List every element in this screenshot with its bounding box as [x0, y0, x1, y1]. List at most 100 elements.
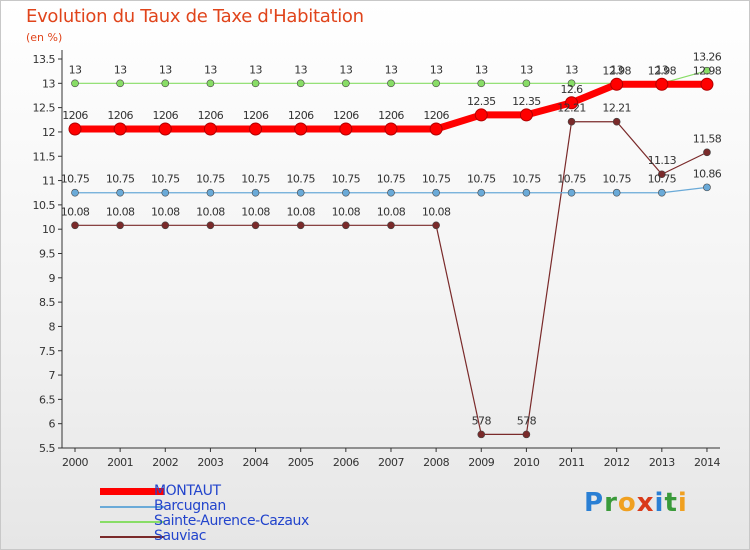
data-label-sauviac: 10.08: [106, 205, 135, 218]
data-point-sauviac: [477, 430, 486, 439]
data-label-montaut: 12.35: [512, 95, 541, 108]
data-point-sainte-aurence-cazaux: [251, 79, 260, 88]
y-tick-label: 7.5: [39, 345, 55, 358]
data-point-sainte-aurence-cazaux: [522, 79, 531, 88]
data-point-montaut: [203, 122, 217, 136]
x-tick-label: 2014: [694, 456, 720, 469]
data-label-sauviac: 11.13: [648, 154, 677, 167]
data-label-sainte-aurence-cazaux: 13: [114, 63, 127, 76]
legend-swatch-sauviac: [100, 536, 164, 538]
data-label-barcugnan: 10.75: [151, 173, 180, 186]
data-label-barcugnan: 10.75: [602, 173, 631, 186]
data-point-sauviac: [703, 148, 711, 157]
data-label-montaut: 1206: [423, 109, 449, 122]
data-point-sauviac: [342, 221, 350, 230]
data-point-montaut: [519, 108, 533, 122]
data-point-sainte-aurence-cazaux: [116, 79, 124, 88]
data-label-sainte-aurence-cazaux: 13: [385, 63, 398, 76]
data-label-montaut: 1206: [243, 109, 269, 122]
data-label-montaut: 1206: [198, 109, 224, 122]
data-point-montaut: [429, 122, 443, 136]
data-label-barcugnan: 10.75: [557, 173, 586, 186]
x-tick-label: 2011: [559, 456, 585, 469]
y-tick-label: 12.5: [33, 102, 56, 115]
y-tick-label: 10: [42, 223, 55, 236]
x-tick-label: 2002: [152, 456, 178, 469]
x-tick-label: 2006: [333, 456, 359, 469]
data-label-barcugnan: 10.75: [377, 173, 406, 186]
x-tick-label: 2001: [107, 456, 133, 469]
data-point-barcugnan: [251, 188, 260, 197]
data-point-sainte-aurence-cazaux: [71, 79, 79, 88]
data-point-montaut: [294, 122, 308, 136]
legend-swatch-montaut: [100, 488, 164, 495]
data-label-sainte-aurence-cazaux: 13: [69, 63, 82, 76]
y-tick-label: 9.5: [39, 248, 55, 261]
data-point-sauviac: [522, 430, 531, 439]
x-tick-label: 2012: [604, 456, 630, 469]
data-point-sainte-aurence-cazaux: [342, 79, 350, 88]
data-label-sauviac: 10.08: [377, 205, 406, 218]
data-label-barcugnan: 10.75: [106, 173, 135, 186]
data-label-montaut: 1206: [378, 109, 404, 122]
data-point-sainte-aurence-cazaux: [567, 79, 576, 88]
data-label-sauviac: 10.08: [151, 205, 180, 218]
data-point-barcugnan: [161, 188, 170, 197]
data-label-sainte-aurence-cazaux: 13: [204, 63, 217, 76]
data-point-sainte-aurence-cazaux: [477, 79, 486, 88]
data-label-barcugnan: 10.86: [693, 167, 722, 180]
data-label-montaut: 1206: [62, 109, 88, 122]
y-tick-label: 8: [49, 320, 56, 333]
x-tick-label: 2005: [288, 456, 314, 469]
data-point-montaut: [700, 77, 714, 91]
data-point-barcugnan: [342, 188, 350, 197]
data-point-sainte-aurence-cazaux: [161, 79, 170, 88]
data-label-sainte-aurence-cazaux: 13: [565, 63, 578, 76]
data-point-sainte-aurence-cazaux: [296, 79, 305, 88]
series-line-sauviac: [75, 121, 708, 435]
x-tick-label: 2009: [468, 456, 494, 469]
data-label-sainte-aurence-cazaux: 13: [430, 63, 443, 76]
data-point-barcugnan: [206, 188, 215, 197]
chart-title: Evolution du Taux de Taxe d'Habitation: [26, 6, 364, 27]
data-point-barcugnan: [71, 188, 79, 197]
y-tick-label: 12: [42, 126, 55, 139]
data-point-barcugnan: [567, 188, 576, 197]
data-label-sauviac: 10.08: [241, 205, 270, 218]
data-point-sauviac: [206, 221, 215, 230]
x-tick-label: 2008: [423, 456, 449, 469]
data-label-montaut: 12.35: [467, 95, 496, 108]
data-label-montaut: 1206: [288, 109, 314, 122]
y-tick-label: 9: [49, 272, 56, 285]
data-label-barcugnan: 10.75: [512, 173, 541, 186]
data-point-montaut: [565, 96, 579, 110]
y-tick-label: 13.5: [33, 53, 56, 66]
data-point-barcugnan: [522, 188, 531, 197]
data-label-sainte-aurence-cazaux: 13: [655, 63, 668, 76]
data-label-sauviac: 10.08: [196, 205, 225, 218]
data-point-montaut: [158, 122, 172, 136]
data-label-barcugnan: 10.75: [196, 173, 225, 186]
data-label-montaut: 1206: [333, 109, 359, 122]
logo-letter: t: [664, 488, 678, 518]
data-label-barcugnan: 10.75: [332, 173, 361, 186]
data-point-sauviac: [658, 170, 666, 179]
legend-swatch-sainte-aurence-cazaux: [100, 521, 164, 523]
legend-label-sainte-aurence-cazaux: Sainte-Aurence-Cazaux: [154, 513, 309, 529]
data-label-montaut: 12.98: [602, 64, 631, 77]
data-point-sauviac: [567, 117, 576, 126]
data-label-montaut: 12.98: [648, 64, 677, 77]
legend-label-sauviac: Sauviac: [154, 528, 206, 544]
data-label-sainte-aurence-cazaux: 13: [294, 63, 307, 76]
logo-letter: x: [636, 488, 655, 518]
data-point-barcugnan: [612, 188, 621, 197]
y-tick-label: 5.5: [39, 442, 55, 455]
data-label-sauviac: 578: [517, 414, 537, 427]
logo-letter: i: [654, 488, 665, 518]
data-point-montaut: [610, 77, 624, 91]
data-point-sainte-aurence-cazaux: [432, 79, 440, 88]
data-point-montaut: [68, 122, 82, 136]
data-label-barcugnan: 10.75: [241, 173, 270, 186]
data-label-sauviac: 12.21: [602, 102, 631, 115]
